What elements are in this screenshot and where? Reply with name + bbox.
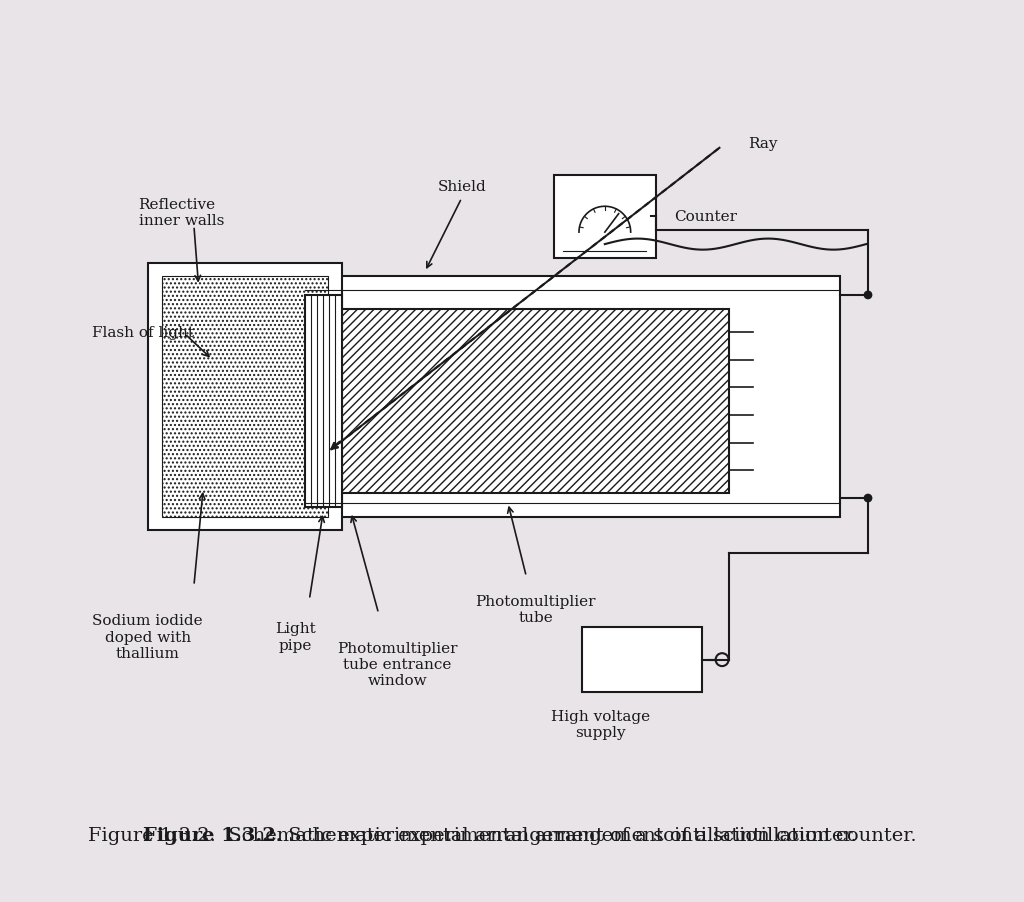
FancyBboxPatch shape xyxy=(162,277,328,517)
Text: Schematic experimental arrangement of a scintillation counter.: Schematic experimental arrangement of a … xyxy=(282,826,916,844)
Text: Photomultiplier
tube entrance
window: Photomultiplier tube entrance window xyxy=(337,641,458,687)
Circle shape xyxy=(864,495,871,502)
Circle shape xyxy=(864,292,871,299)
Text: Photomultiplier
tube: Photomultiplier tube xyxy=(475,594,596,624)
Text: Flash of light: Flash of light xyxy=(92,326,195,339)
Text: Figure 1.3.2.  Schematic experimental arrangement of a scintillation counter.: Figure 1.3.2. Schematic experimental arr… xyxy=(88,826,857,844)
FancyBboxPatch shape xyxy=(342,309,729,494)
Text: Counter: Counter xyxy=(674,210,737,225)
Text: Shield: Shield xyxy=(437,180,486,194)
Text: Sodium iodide
doped with
thallium: Sodium iodide doped with thallium xyxy=(92,613,203,660)
Text: Light
pipe: Light pipe xyxy=(275,621,315,652)
FancyBboxPatch shape xyxy=(305,277,841,517)
Text: High voltage
supply: High voltage supply xyxy=(551,709,650,740)
FancyBboxPatch shape xyxy=(305,296,342,508)
FancyBboxPatch shape xyxy=(147,263,342,530)
Text: Figure 1.3.2.: Figure 1.3.2. xyxy=(143,826,283,844)
Text: Ray: Ray xyxy=(748,136,777,151)
FancyBboxPatch shape xyxy=(582,628,701,692)
Text: Reflective
inner walls: Reflective inner walls xyxy=(138,198,224,227)
FancyBboxPatch shape xyxy=(554,176,655,259)
